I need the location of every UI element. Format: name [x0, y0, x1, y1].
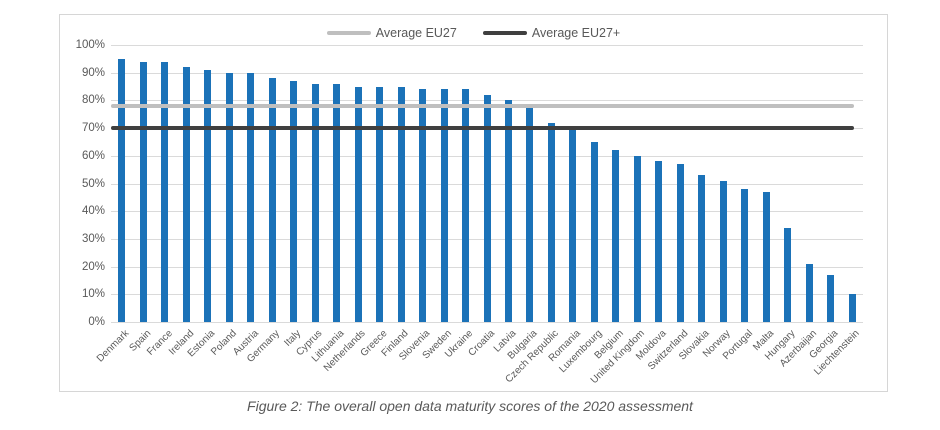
bar-norway: [719, 180, 727, 322]
bar-moldova: [655, 161, 663, 322]
gridline-0%: [111, 322, 863, 323]
reference-line-average-eu27: [111, 103, 854, 108]
bar-bulgaria: [526, 105, 534, 322]
bar-ireland: [182, 67, 190, 322]
y-tick-label-60%: 60%: [81, 149, 105, 162]
reference-line-average-eu27+: [111, 126, 854, 131]
chart-area: Average EU27 Average EU27+ 0% 10% 20% 30% 40…: [59, 14, 888, 392]
bar-croatia: [483, 94, 491, 322]
y-tick-label-90%: 90%: [81, 66, 105, 79]
bar-liechtenstein: [848, 294, 856, 322]
bar-austria: [247, 72, 255, 322]
plot-area: [111, 45, 863, 323]
y-tick-label-10%: 10%: [81, 288, 105, 301]
bar-denmark: [118, 58, 126, 322]
bar-spain: [139, 61, 147, 322]
bar-switzerland: [676, 164, 684, 322]
chart-legend: Average EU27 Average EU27+: [60, 26, 887, 40]
bar-azerbaijan: [805, 263, 813, 322]
legend-line-sample-eu27: [326, 31, 371, 35]
figure-caption: Figure 2: The overall open data maturity…: [247, 398, 693, 414]
bar-belgium: [612, 150, 620, 322]
bar-luxembourg: [590, 141, 598, 322]
bar-romania: [569, 128, 577, 322]
y-tick-label-50%: 50%: [81, 177, 105, 190]
y-tick-label-80%: 80%: [81, 94, 105, 107]
bar-netherlands: [354, 86, 362, 322]
legend-line-sample-eu27plus: [482, 31, 527, 35]
bar-slovakia: [698, 175, 706, 322]
gridline-100%: [111, 45, 863, 46]
bar-sweden: [440, 89, 448, 322]
bar-slovenia: [419, 89, 427, 322]
bar-malta: [762, 191, 770, 322]
bar-portugal: [741, 189, 749, 322]
bar-greece: [376, 86, 384, 322]
y-tick-label-40%: 40%: [81, 205, 105, 218]
bar-czech-republic: [547, 122, 555, 322]
bar-france: [161, 61, 169, 322]
y-tick-label-20%: 20%: [81, 260, 105, 273]
y-tick-label-0%: 0%: [88, 316, 105, 328]
legend-label-eu27plus: Average EU27+: [531, 26, 621, 40]
bar-georgia: [827, 274, 835, 322]
bar-ukraine: [462, 89, 469, 322]
y-tick-label-30%: 30%: [81, 232, 105, 245]
legend-item-average-eu27plus: Average EU27+: [482, 26, 621, 40]
bar-finland: [397, 86, 405, 322]
bar-united-kingdom: [633, 155, 641, 322]
bar-hungary: [784, 227, 792, 322]
bar-italy: [290, 81, 298, 322]
bar-estonia: [204, 69, 212, 322]
legend-item-average-eu27: Average EU27: [326, 26, 457, 40]
bar-poland: [225, 72, 233, 322]
y-tick-label-100%: 100%: [75, 39, 105, 51]
y-tick-label-70%: 70%: [81, 122, 105, 135]
gridline-90%: [111, 72, 863, 74]
bar-lithuania: [333, 83, 341, 322]
bar-cyprus: [311, 83, 319, 322]
bar-latvia: [504, 100, 512, 322]
legend-label-eu27: Average EU27: [375, 26, 457, 40]
x-tick-label-denmark: Denmark: [95, 328, 132, 365]
bar-germany: [268, 78, 276, 322]
